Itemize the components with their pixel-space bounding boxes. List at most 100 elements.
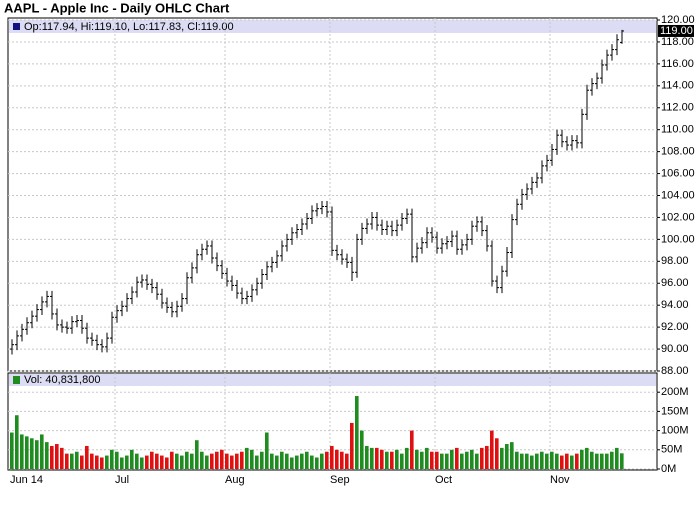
volume-bar bbox=[330, 445, 334, 469]
volume-bar bbox=[125, 455, 129, 469]
volume-bar bbox=[275, 455, 279, 469]
volume-bar bbox=[580, 449, 584, 469]
volume-bar bbox=[15, 415, 19, 469]
last-price-box bbox=[658, 24, 694, 37]
volume-bar bbox=[135, 453, 139, 469]
volume-bar bbox=[520, 453, 524, 469]
volume-bar bbox=[505, 444, 509, 469]
volume-bar bbox=[195, 440, 199, 469]
volume-bar bbox=[210, 453, 214, 469]
y2-tick-label: 150M bbox=[661, 405, 689, 417]
volume-bar bbox=[240, 451, 244, 469]
volume-bar bbox=[460, 453, 464, 469]
y-tick-label: 112.00 bbox=[661, 102, 694, 114]
volume-bar bbox=[265, 432, 269, 469]
volume-bar bbox=[615, 447, 619, 469]
volume-bar bbox=[35, 440, 39, 469]
volume-bar bbox=[250, 449, 254, 469]
volume-bar bbox=[515, 451, 519, 469]
volume-bar bbox=[485, 445, 489, 469]
volume-bar bbox=[145, 455, 149, 469]
volume-bar bbox=[610, 451, 614, 469]
volume-bar bbox=[405, 447, 409, 469]
x-tick-label: Jul bbox=[115, 474, 129, 486]
volume-bar bbox=[400, 453, 404, 469]
volume-bar bbox=[280, 451, 284, 469]
volume-bar bbox=[260, 451, 264, 469]
volume-bar bbox=[80, 455, 84, 469]
volume-bar bbox=[295, 455, 299, 469]
volume-bar bbox=[255, 455, 259, 469]
volume-bar bbox=[325, 451, 329, 469]
volume-bar bbox=[110, 449, 114, 469]
volume-bar bbox=[230, 455, 234, 469]
y-tick-label: 88.00 bbox=[661, 365, 689, 377]
volume-bar bbox=[535, 453, 539, 469]
volume-bar bbox=[465, 451, 469, 469]
legend-swatch bbox=[13, 23, 20, 30]
volume-bar bbox=[165, 457, 169, 469]
y-tick-label: 90.00 bbox=[661, 343, 689, 355]
volume-bar bbox=[40, 434, 44, 469]
volume-bar bbox=[215, 451, 219, 469]
volume-bar bbox=[445, 453, 449, 469]
x-tick-label: Aug bbox=[225, 474, 245, 486]
volume-bar bbox=[180, 455, 184, 469]
volume-bar bbox=[30, 438, 34, 469]
volume-bar bbox=[305, 451, 309, 469]
volume-bar bbox=[570, 455, 574, 469]
volume-bar bbox=[160, 455, 164, 469]
volume-bar bbox=[380, 449, 384, 469]
volume-bar bbox=[500, 447, 504, 469]
volume-bar bbox=[270, 453, 274, 469]
y-tick-label: 118.00 bbox=[661, 36, 694, 48]
volume-bar bbox=[490, 430, 494, 469]
volume-bar bbox=[90, 453, 94, 469]
volume-bar bbox=[375, 447, 379, 469]
volume-bar bbox=[20, 434, 24, 469]
volume-bar bbox=[175, 453, 179, 469]
y-tick-label: 116.00 bbox=[661, 58, 694, 70]
volume-bar bbox=[395, 449, 399, 469]
volume-bar bbox=[475, 453, 479, 469]
volume-bar bbox=[55, 444, 59, 469]
y-tick-label: 120.00 bbox=[661, 14, 695, 26]
y2-tick-label: 0M bbox=[661, 463, 676, 475]
volume-bar bbox=[390, 451, 394, 469]
y2-tick-label: 200M bbox=[661, 386, 689, 398]
volume-bar bbox=[550, 451, 554, 469]
volume-bar bbox=[495, 438, 499, 469]
y2-tick-label: 100M bbox=[661, 425, 689, 437]
volume-bar bbox=[120, 457, 124, 469]
volume-bar bbox=[440, 453, 444, 469]
volume-bar bbox=[225, 453, 229, 469]
volume-bar bbox=[140, 457, 144, 469]
volume-bar bbox=[50, 445, 54, 469]
volume-bar bbox=[590, 451, 594, 469]
volume-bar bbox=[350, 422, 354, 469]
volume-bar bbox=[365, 445, 369, 469]
volume-bar bbox=[595, 453, 599, 469]
volume-bar bbox=[290, 457, 294, 469]
volume-legend-band bbox=[9, 374, 656, 386]
volume-bar bbox=[510, 442, 514, 469]
x-tick-label: Oct bbox=[435, 474, 452, 486]
volume-bar bbox=[310, 455, 314, 469]
y-tick-label: 104.00 bbox=[661, 189, 695, 201]
volume-bar bbox=[565, 453, 569, 469]
volume-bar bbox=[545, 453, 549, 469]
x-tick-label: Sep bbox=[330, 474, 350, 486]
volume-bar bbox=[345, 453, 349, 469]
volume-bar bbox=[25, 436, 29, 469]
volume-bar bbox=[415, 449, 419, 469]
volume-bar bbox=[470, 449, 474, 469]
y-tick-label: 108.00 bbox=[661, 146, 695, 158]
volume-bar bbox=[575, 453, 579, 469]
volume-bar bbox=[420, 451, 424, 469]
volume-bar bbox=[70, 453, 74, 469]
legend-swatch bbox=[13, 376, 20, 384]
volume-panel bbox=[7, 372, 658, 471]
volume-bar bbox=[450, 449, 454, 469]
volume-bar bbox=[480, 447, 484, 469]
volume-bar bbox=[600, 453, 604, 469]
